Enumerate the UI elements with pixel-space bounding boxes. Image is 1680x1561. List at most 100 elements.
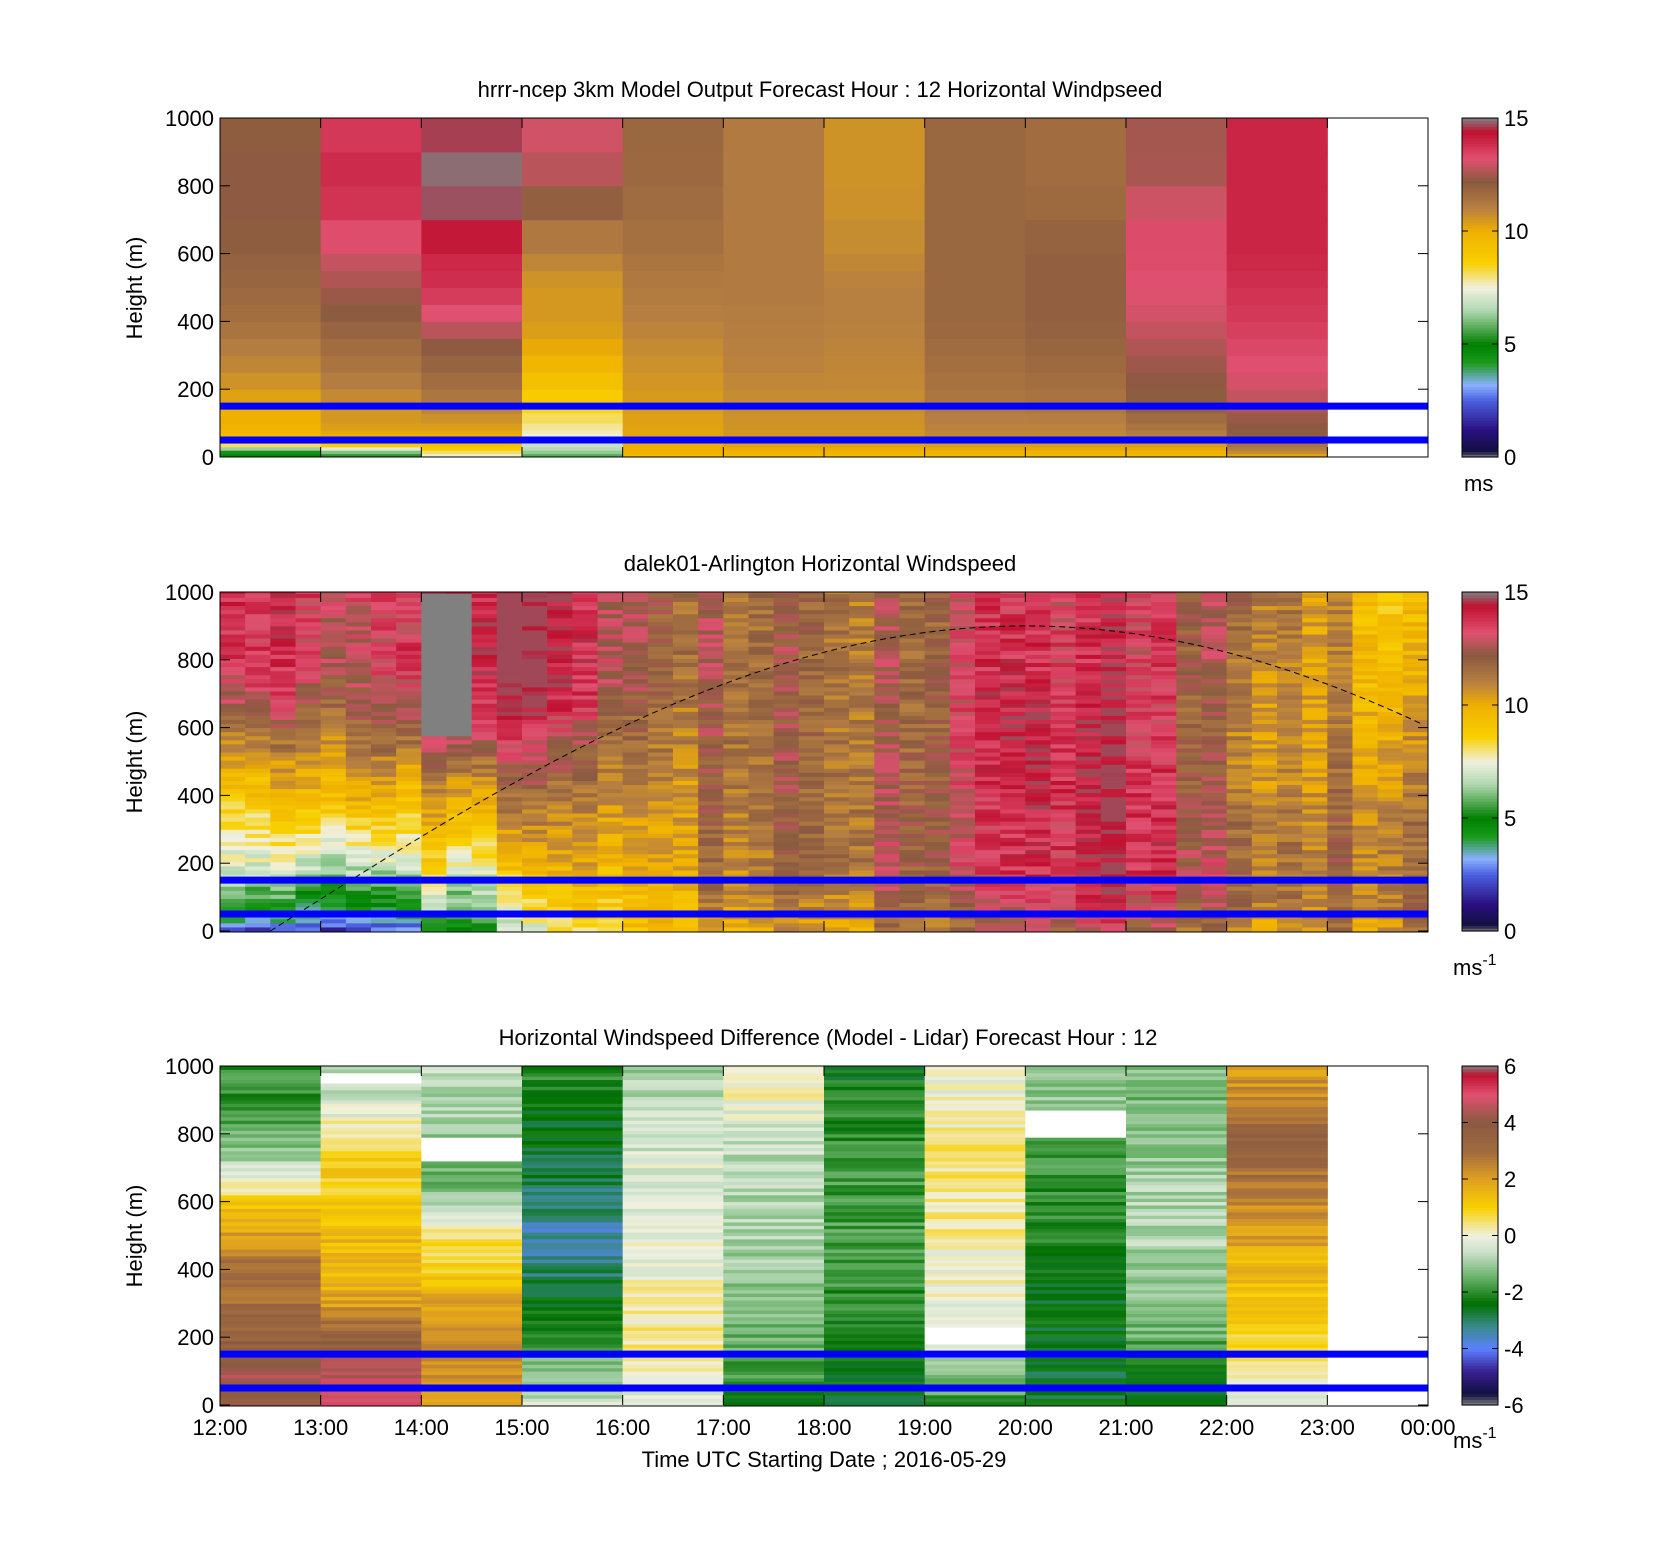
lidar-cell xyxy=(924,625,951,631)
lidar-cell xyxy=(622,821,649,826)
lidar-cell xyxy=(874,711,900,716)
difference-cell-12:00 xyxy=(220,1140,322,1145)
lidar-cell xyxy=(572,837,598,843)
lidar-cell xyxy=(1277,922,1303,928)
lidar-cell xyxy=(320,719,347,725)
lidar-cell xyxy=(899,861,926,867)
lidar-cell xyxy=(949,686,976,692)
lidar-cell xyxy=(1201,902,1228,908)
lidar-cell xyxy=(673,829,699,834)
lidar-cell xyxy=(1100,808,1127,814)
lidar-cell xyxy=(1075,715,1102,720)
lidar-cell xyxy=(1000,874,1026,879)
lidar-cell xyxy=(371,800,397,806)
difference-cell-13:00 xyxy=(320,1218,422,1223)
lidar-cell xyxy=(1050,642,1077,647)
lidar-cell xyxy=(622,788,649,794)
lidar-cell xyxy=(899,776,926,781)
model-cell-13:00-800 xyxy=(320,151,422,187)
lidar-cell xyxy=(1226,593,1253,598)
lidar-cell xyxy=(371,760,397,765)
difference-cell-12:00 xyxy=(220,1076,322,1081)
lidar-cell xyxy=(798,756,825,761)
lidar-cell xyxy=(320,609,347,615)
difference-cell-13:00 xyxy=(320,1076,422,1081)
lidar-cell xyxy=(1377,613,1404,619)
lidar-cell xyxy=(1151,674,1177,680)
lidar-cell xyxy=(849,760,875,765)
lidar-cell xyxy=(572,890,598,895)
lidar-cell xyxy=(220,752,246,757)
lidar-cell xyxy=(723,865,749,871)
lidar-cell xyxy=(496,593,523,598)
lidar-cell xyxy=(1126,597,1152,602)
difference-cell-12:00 xyxy=(220,1330,322,1335)
lidar-cell xyxy=(924,882,951,887)
lidar-cell xyxy=(1302,869,1328,875)
colorbar-segment xyxy=(1462,617,1498,621)
difference-cell-14:00 xyxy=(421,1171,523,1175)
lidar-cell xyxy=(471,894,498,899)
lidar-cell xyxy=(1226,833,1253,838)
lidar-cell xyxy=(1025,825,1051,830)
lidar-cell xyxy=(446,752,473,757)
lidar-cell xyxy=(421,756,447,761)
lidar-cell xyxy=(773,837,800,843)
lidar-cell xyxy=(1050,654,1077,659)
lidar-cell xyxy=(1402,593,1428,598)
lidar-cell xyxy=(1025,739,1051,745)
colorbar-segment xyxy=(1462,705,1498,709)
lidar-cell xyxy=(1075,731,1102,737)
lidar-cell xyxy=(1000,784,1026,790)
lidar-cell xyxy=(220,780,246,786)
lidar-cell xyxy=(547,874,573,879)
lidar-cell xyxy=(1251,719,1278,725)
lidar-cell xyxy=(949,695,976,700)
lidar-cell xyxy=(295,829,322,834)
lidar-cell xyxy=(1327,592,1353,594)
model-cell-12:00-550 xyxy=(220,253,322,272)
lidar-cell xyxy=(371,833,397,838)
lidar-cell xyxy=(924,800,951,806)
lidar-cell xyxy=(748,739,775,745)
colorbar-segment xyxy=(1462,676,1498,681)
lidar-cell xyxy=(622,654,649,659)
lidar-cell xyxy=(220,739,246,745)
lidar-cell xyxy=(572,646,598,651)
lidar-cell xyxy=(496,808,523,814)
lidar-cell xyxy=(1151,845,1177,851)
lidar-cell xyxy=(572,739,598,745)
lidar-cell xyxy=(245,756,271,761)
colorbar-segment xyxy=(1462,758,1498,763)
difference-cell-12:00 xyxy=(220,1401,322,1406)
difference-cell-12:00 xyxy=(220,1184,322,1189)
lidar-cell xyxy=(622,629,649,635)
lidar-cell xyxy=(1151,784,1177,790)
lidar-cell xyxy=(698,699,724,704)
lidar-cell xyxy=(1050,690,1077,696)
model-cell-18:00-0 xyxy=(824,453,926,457)
lidar-cell xyxy=(295,784,322,790)
lidar-cell xyxy=(270,857,296,863)
difference-cell-14:00 xyxy=(421,1188,523,1192)
lidar-cell xyxy=(673,772,699,777)
lidar-cell xyxy=(1226,776,1253,781)
lidar-cell xyxy=(1100,699,1127,704)
lidar-cell xyxy=(1277,796,1303,802)
lidar-cell xyxy=(748,719,775,725)
lidar-cell xyxy=(1151,646,1177,651)
lidar-cell xyxy=(1327,772,1353,777)
lidar-cell xyxy=(975,613,1001,619)
lidar-cell xyxy=(899,593,926,598)
lidar-cell xyxy=(371,821,397,826)
lidar-cell xyxy=(295,857,322,863)
lidar-cell xyxy=(295,922,322,928)
lidar-cell xyxy=(1025,845,1051,851)
lidar-cell xyxy=(874,772,900,777)
lidar-cell xyxy=(1050,833,1077,838)
lidar-cell xyxy=(1277,650,1303,655)
lidar-cell xyxy=(1025,695,1051,700)
lidar-cell xyxy=(723,723,749,729)
lidar-cell xyxy=(748,768,775,773)
lidar-cell xyxy=(496,918,523,924)
